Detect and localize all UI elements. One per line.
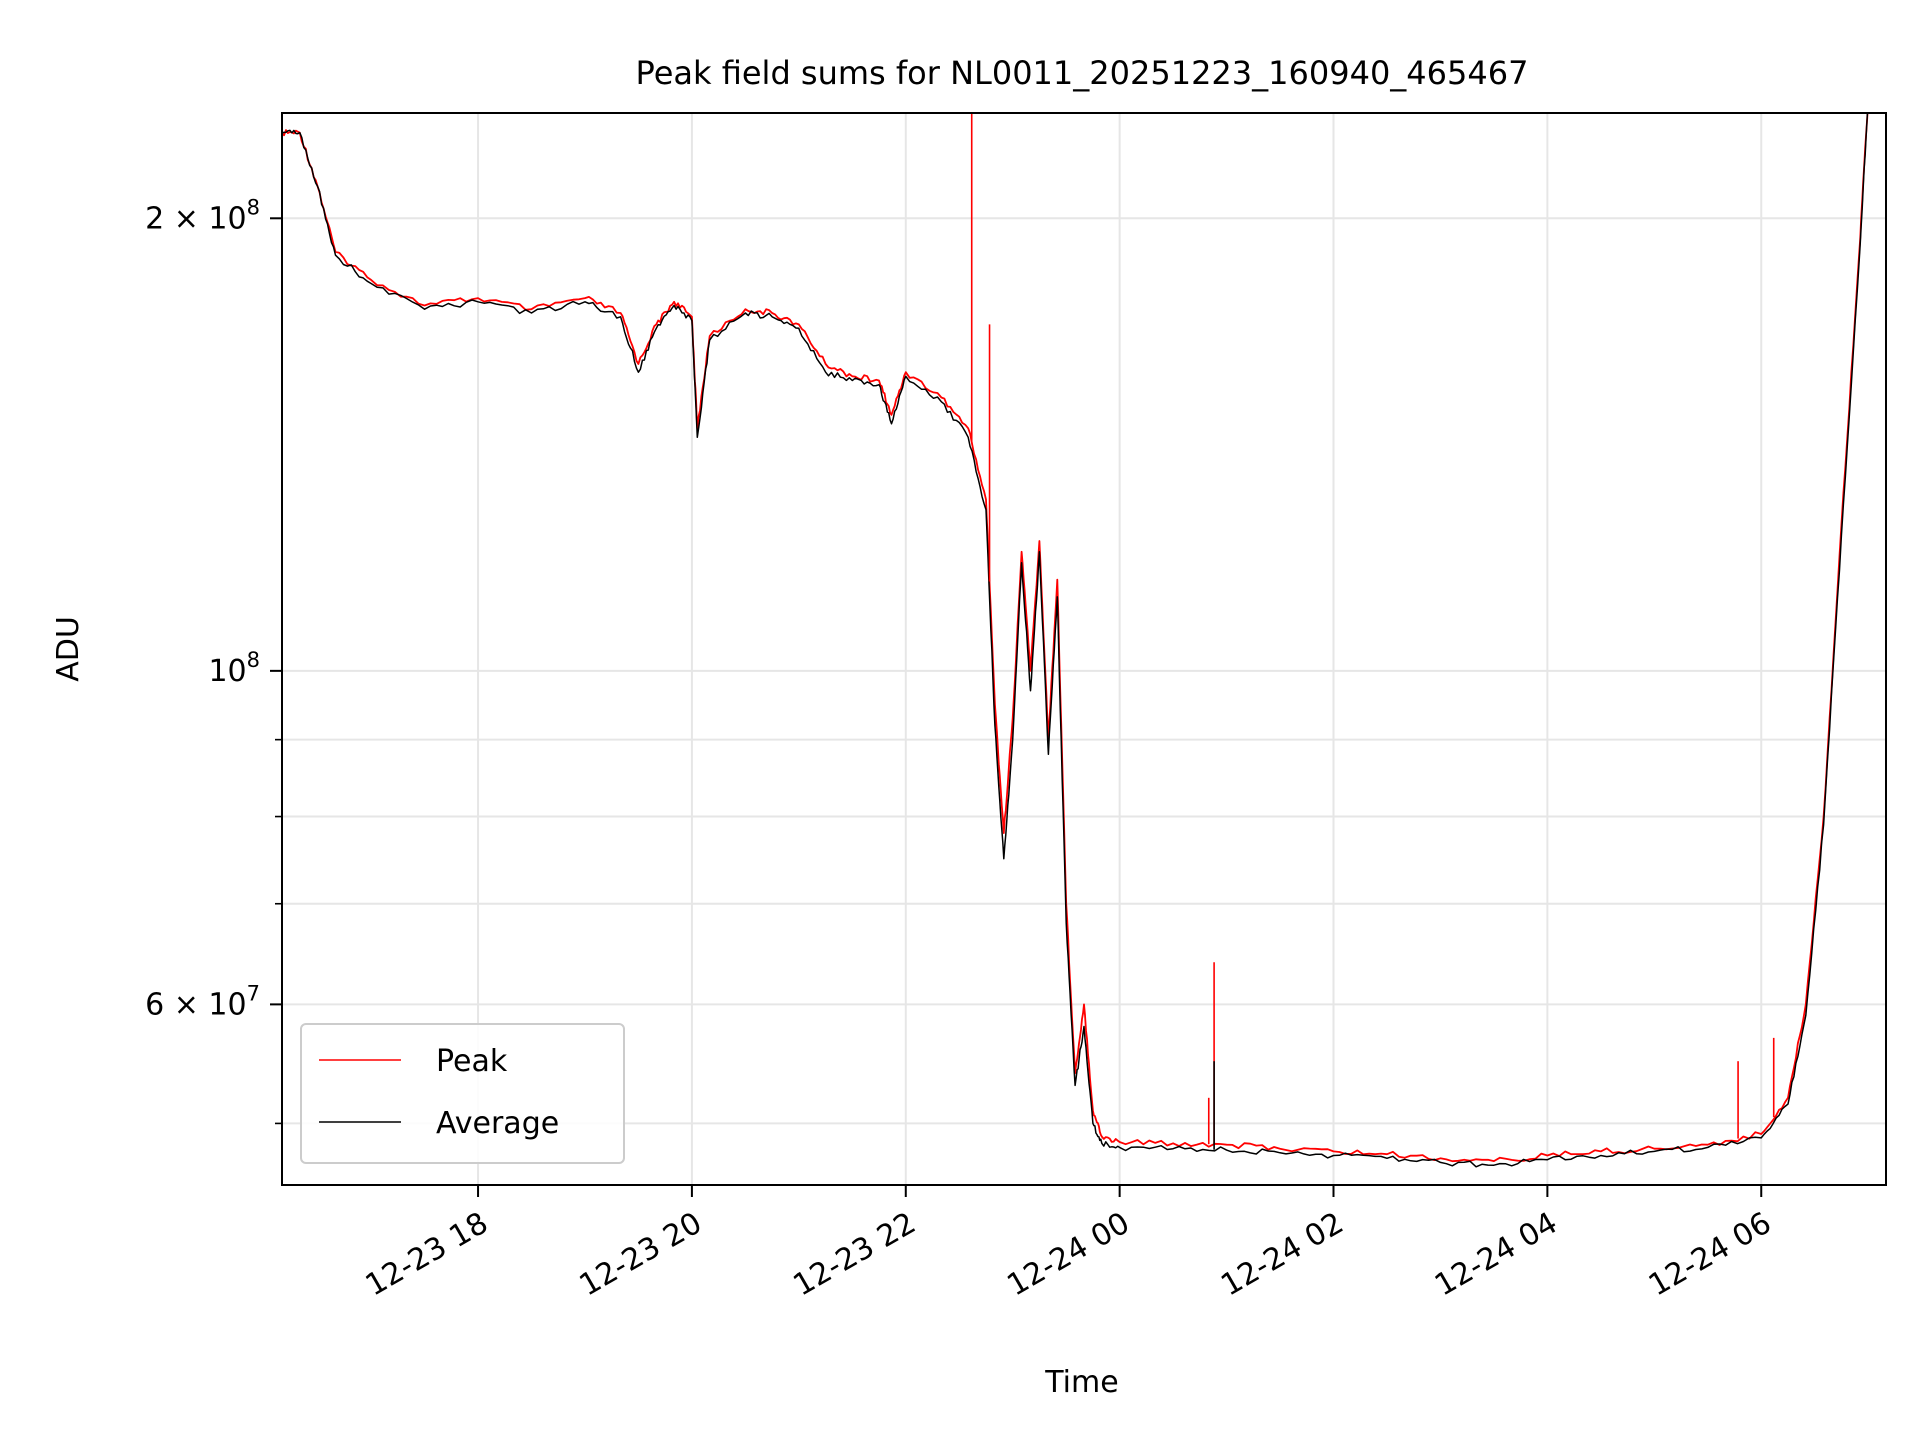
legend-label-peak: Peak — [436, 1044, 508, 1079]
legend-label-average: Average — [436, 1106, 559, 1141]
y-axis-label: ADU — [51, 616, 86, 682]
y-tick-label: 108 — [208, 648, 260, 689]
series-line-peak — [282, 113, 1869, 1163]
chart-title: Peak field sums for NL0011_20251223_1609… — [636, 54, 1529, 92]
legend-box — [300, 1023, 625, 1164]
y-tick-label: 6 × 107 — [145, 981, 260, 1022]
y-tick-label: 2 × 108 — [145, 195, 260, 236]
plot-area — [282, 113, 1869, 1168]
x-axis-label: Time — [1044, 1365, 1118, 1400]
legend: Peak Average — [300, 1023, 625, 1164]
plot-frame — [281, 112, 1887, 1186]
y-axis: 2 × 108 108 6 × 107 — [145, 195, 282, 1125]
series-line-average — [282, 113, 1869, 1168]
